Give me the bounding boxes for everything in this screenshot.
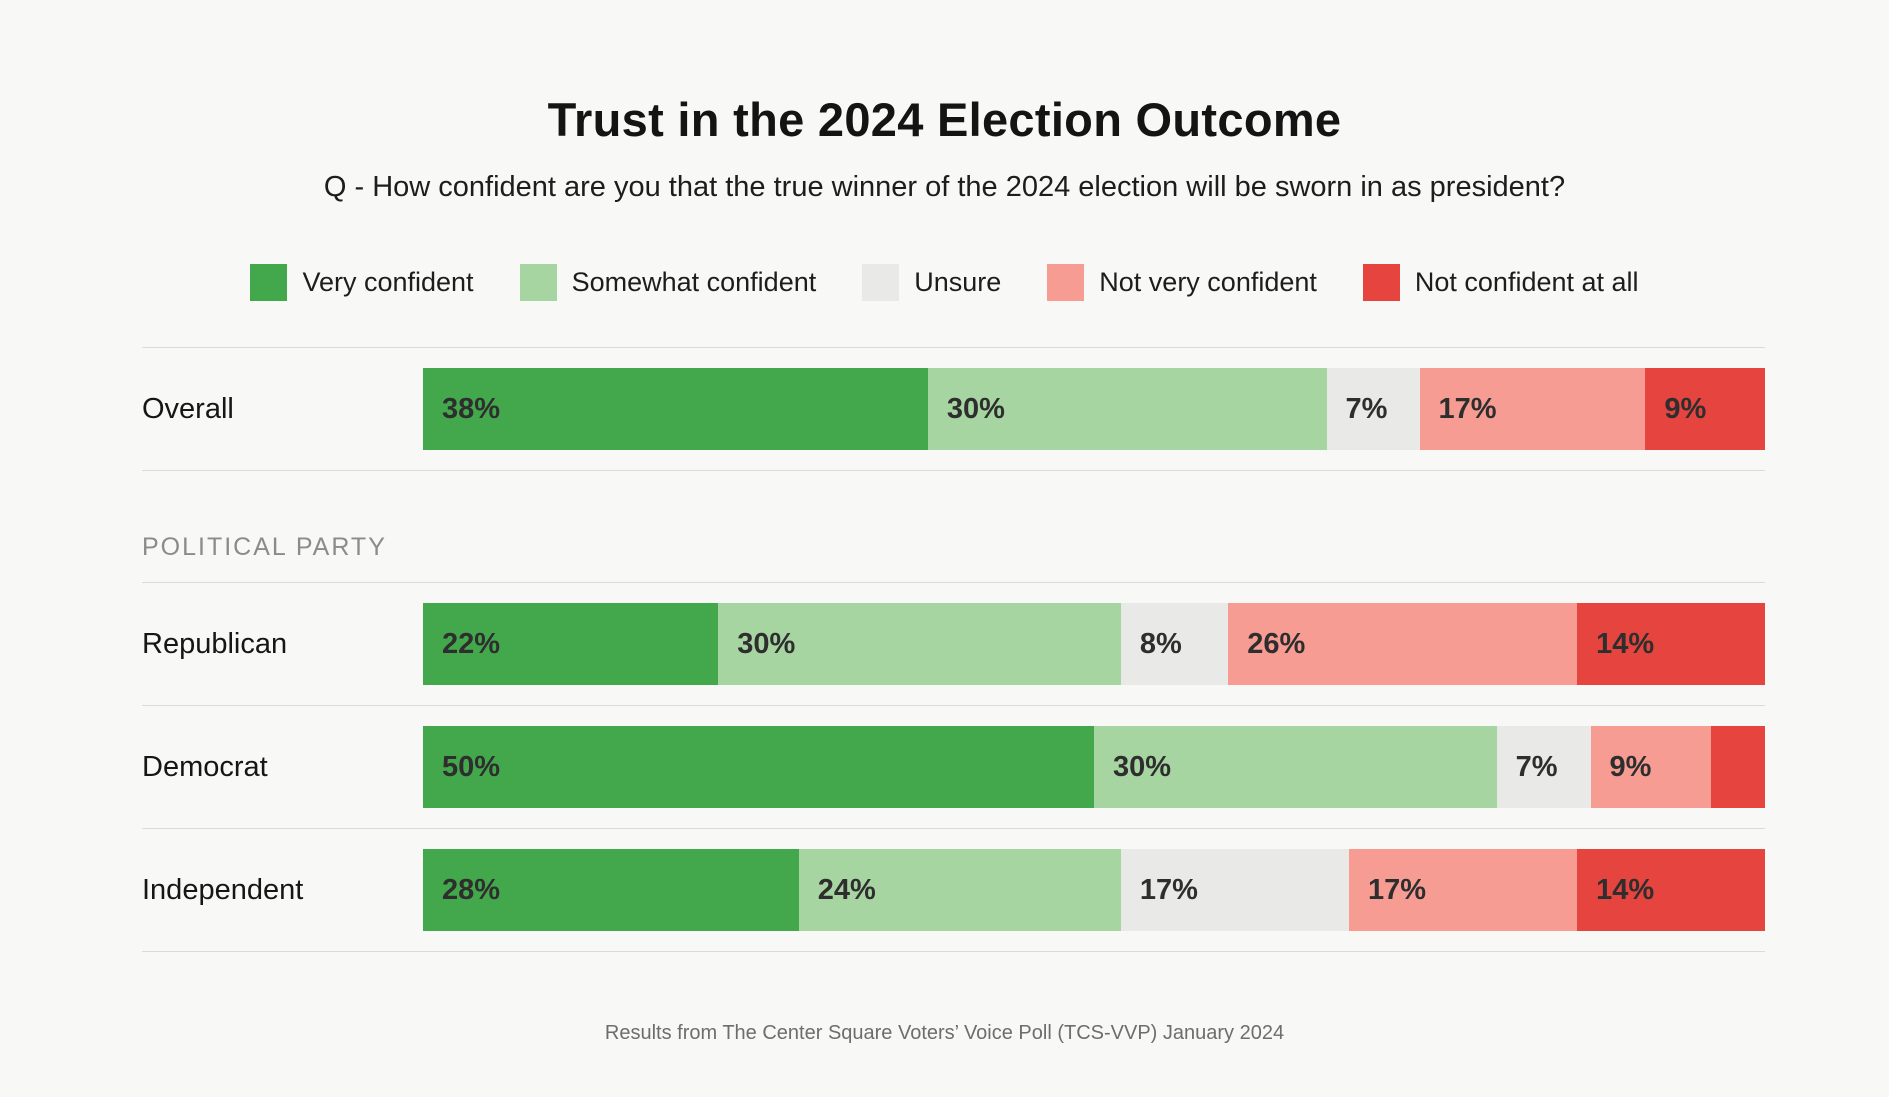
- category-label: Overall: [142, 392, 234, 425]
- party-rows: Republican 22% 30% 8% 26% 14% Democrat 50% 30% 7%…: [142, 583, 1765, 952]
- bar-segment: 7%: [1326, 368, 1420, 450]
- segment-value-label: 7%: [1345, 392, 1388, 425]
- segment-value-label: 9%: [1664, 392, 1707, 425]
- legend-swatch-icon: [1362, 264, 1400, 301]
- segment-value-label: 17%: [1139, 873, 1198, 906]
- bar-segment: 26%: [1228, 603, 1578, 685]
- legend-swatch-icon: [519, 264, 557, 301]
- bar-segment: 17%: [1419, 368, 1646, 450]
- bar-segment: 9%: [1590, 726, 1712, 808]
- bar-segment: 38%: [423, 368, 928, 450]
- bar-row-democrat: Democrat 50% 30% 7% 9%: [142, 706, 1765, 829]
- legend-label: Unsure: [914, 267, 1002, 297]
- segment-value-label: 28%: [442, 873, 501, 906]
- legend-item: Very confident: [250, 264, 474, 301]
- bar-row-overall: Overall 38% 30% 7% 17% 9%: [142, 347, 1765, 471]
- bar-segment: 17%: [1348, 849, 1578, 931]
- bar-segment: 7%: [1496, 726, 1591, 808]
- segment-value-label: 9%: [1609, 750, 1652, 783]
- bar-segment: 8%: [1120, 603, 1229, 685]
- category-label: Independent: [142, 873, 304, 906]
- bar-segment: 30%: [718, 603, 1121, 685]
- legend-item: Not very confident: [1047, 264, 1317, 301]
- legend-label: Very confident: [302, 267, 474, 297]
- stacked-bar: 38% 30% 7% 17% 9%: [423, 368, 1765, 450]
- stacked-bar: 22% 30% 8% 26% 14%: [423, 603, 1765, 685]
- segment-value-label: 38%: [442, 392, 501, 425]
- segment-value-label: 8%: [1139, 627, 1182, 660]
- bar-segment: 22%: [423, 603, 719, 685]
- chart-subtitle: Q - How confident are you that the true …: [323, 171, 1566, 203]
- category-label: Democrat: [142, 750, 268, 783]
- segment-value-label: 50%: [442, 750, 501, 783]
- bar-segment: 14%: [1577, 849, 1765, 931]
- legend-label: Not confident at all: [1414, 267, 1639, 297]
- segment-value-label: 24%: [817, 873, 876, 906]
- bar-segment: 28%: [423, 849, 799, 931]
- source-note: Results from The Center Square Voters’ V…: [604, 1022, 1285, 1044]
- bar-row-independent: Independent 28% 24% 17% 17% 14%: [142, 829, 1765, 952]
- segment-value-label: 30%: [737, 627, 796, 660]
- segment-value-label: 17%: [1438, 392, 1497, 425]
- segment-value-label: 30%: [1113, 750, 1172, 783]
- legend-swatch-icon: [1047, 264, 1085, 301]
- bar-segment: 9%: [1645, 368, 1765, 450]
- legend-label: Somewhat confident: [571, 267, 817, 297]
- legend-swatch-icon: [862, 264, 900, 301]
- stacked-bar: 50% 30% 7% 9%: [423, 726, 1765, 808]
- legend-label: Not very confident: [1099, 267, 1317, 297]
- section-label: POLITICAL PARTY: [142, 533, 1765, 583]
- bar-segment: 17%: [1120, 849, 1349, 931]
- segment-value-label: 17%: [1367, 873, 1426, 906]
- legend: Very confident Somewhat confident Unsure No…: [0, 264, 1889, 301]
- bar-row-republican: Republican 22% 30% 8% 26% 14%: [142, 583, 1765, 706]
- bar-segment: 30%: [1094, 726, 1497, 808]
- bar-segment: 30%: [927, 368, 1327, 450]
- segment-value-label: 22%: [442, 627, 501, 660]
- bar-segment: 14%: [1577, 603, 1765, 685]
- stacked-bar: 28% 24% 17% 17% 14%: [423, 849, 1765, 931]
- segment-value-label: 26%: [1247, 627, 1306, 660]
- legend-item: Unsure: [862, 264, 1001, 301]
- bar-segment: 24%: [798, 849, 1121, 931]
- legend-swatch-icon: [250, 264, 288, 301]
- segment-value-label: 30%: [946, 392, 1005, 425]
- segment-value-label: 14%: [1596, 627, 1655, 660]
- bar-segment: 50%: [423, 726, 1094, 808]
- chart-title: Trust in the 2024 Election Outcome: [547, 93, 1342, 146]
- legend-item: Somewhat confident: [519, 264, 817, 301]
- legend-item: Not confident at all: [1362, 264, 1639, 301]
- bar-segment: [1711, 726, 1765, 808]
- segment-value-label: 7%: [1515, 750, 1558, 783]
- segment-value-label: 14%: [1596, 873, 1655, 906]
- overall-rows: Overall 38% 30% 7% 17% 9%: [142, 347, 1765, 471]
- category-label: Republican: [142, 627, 288, 660]
